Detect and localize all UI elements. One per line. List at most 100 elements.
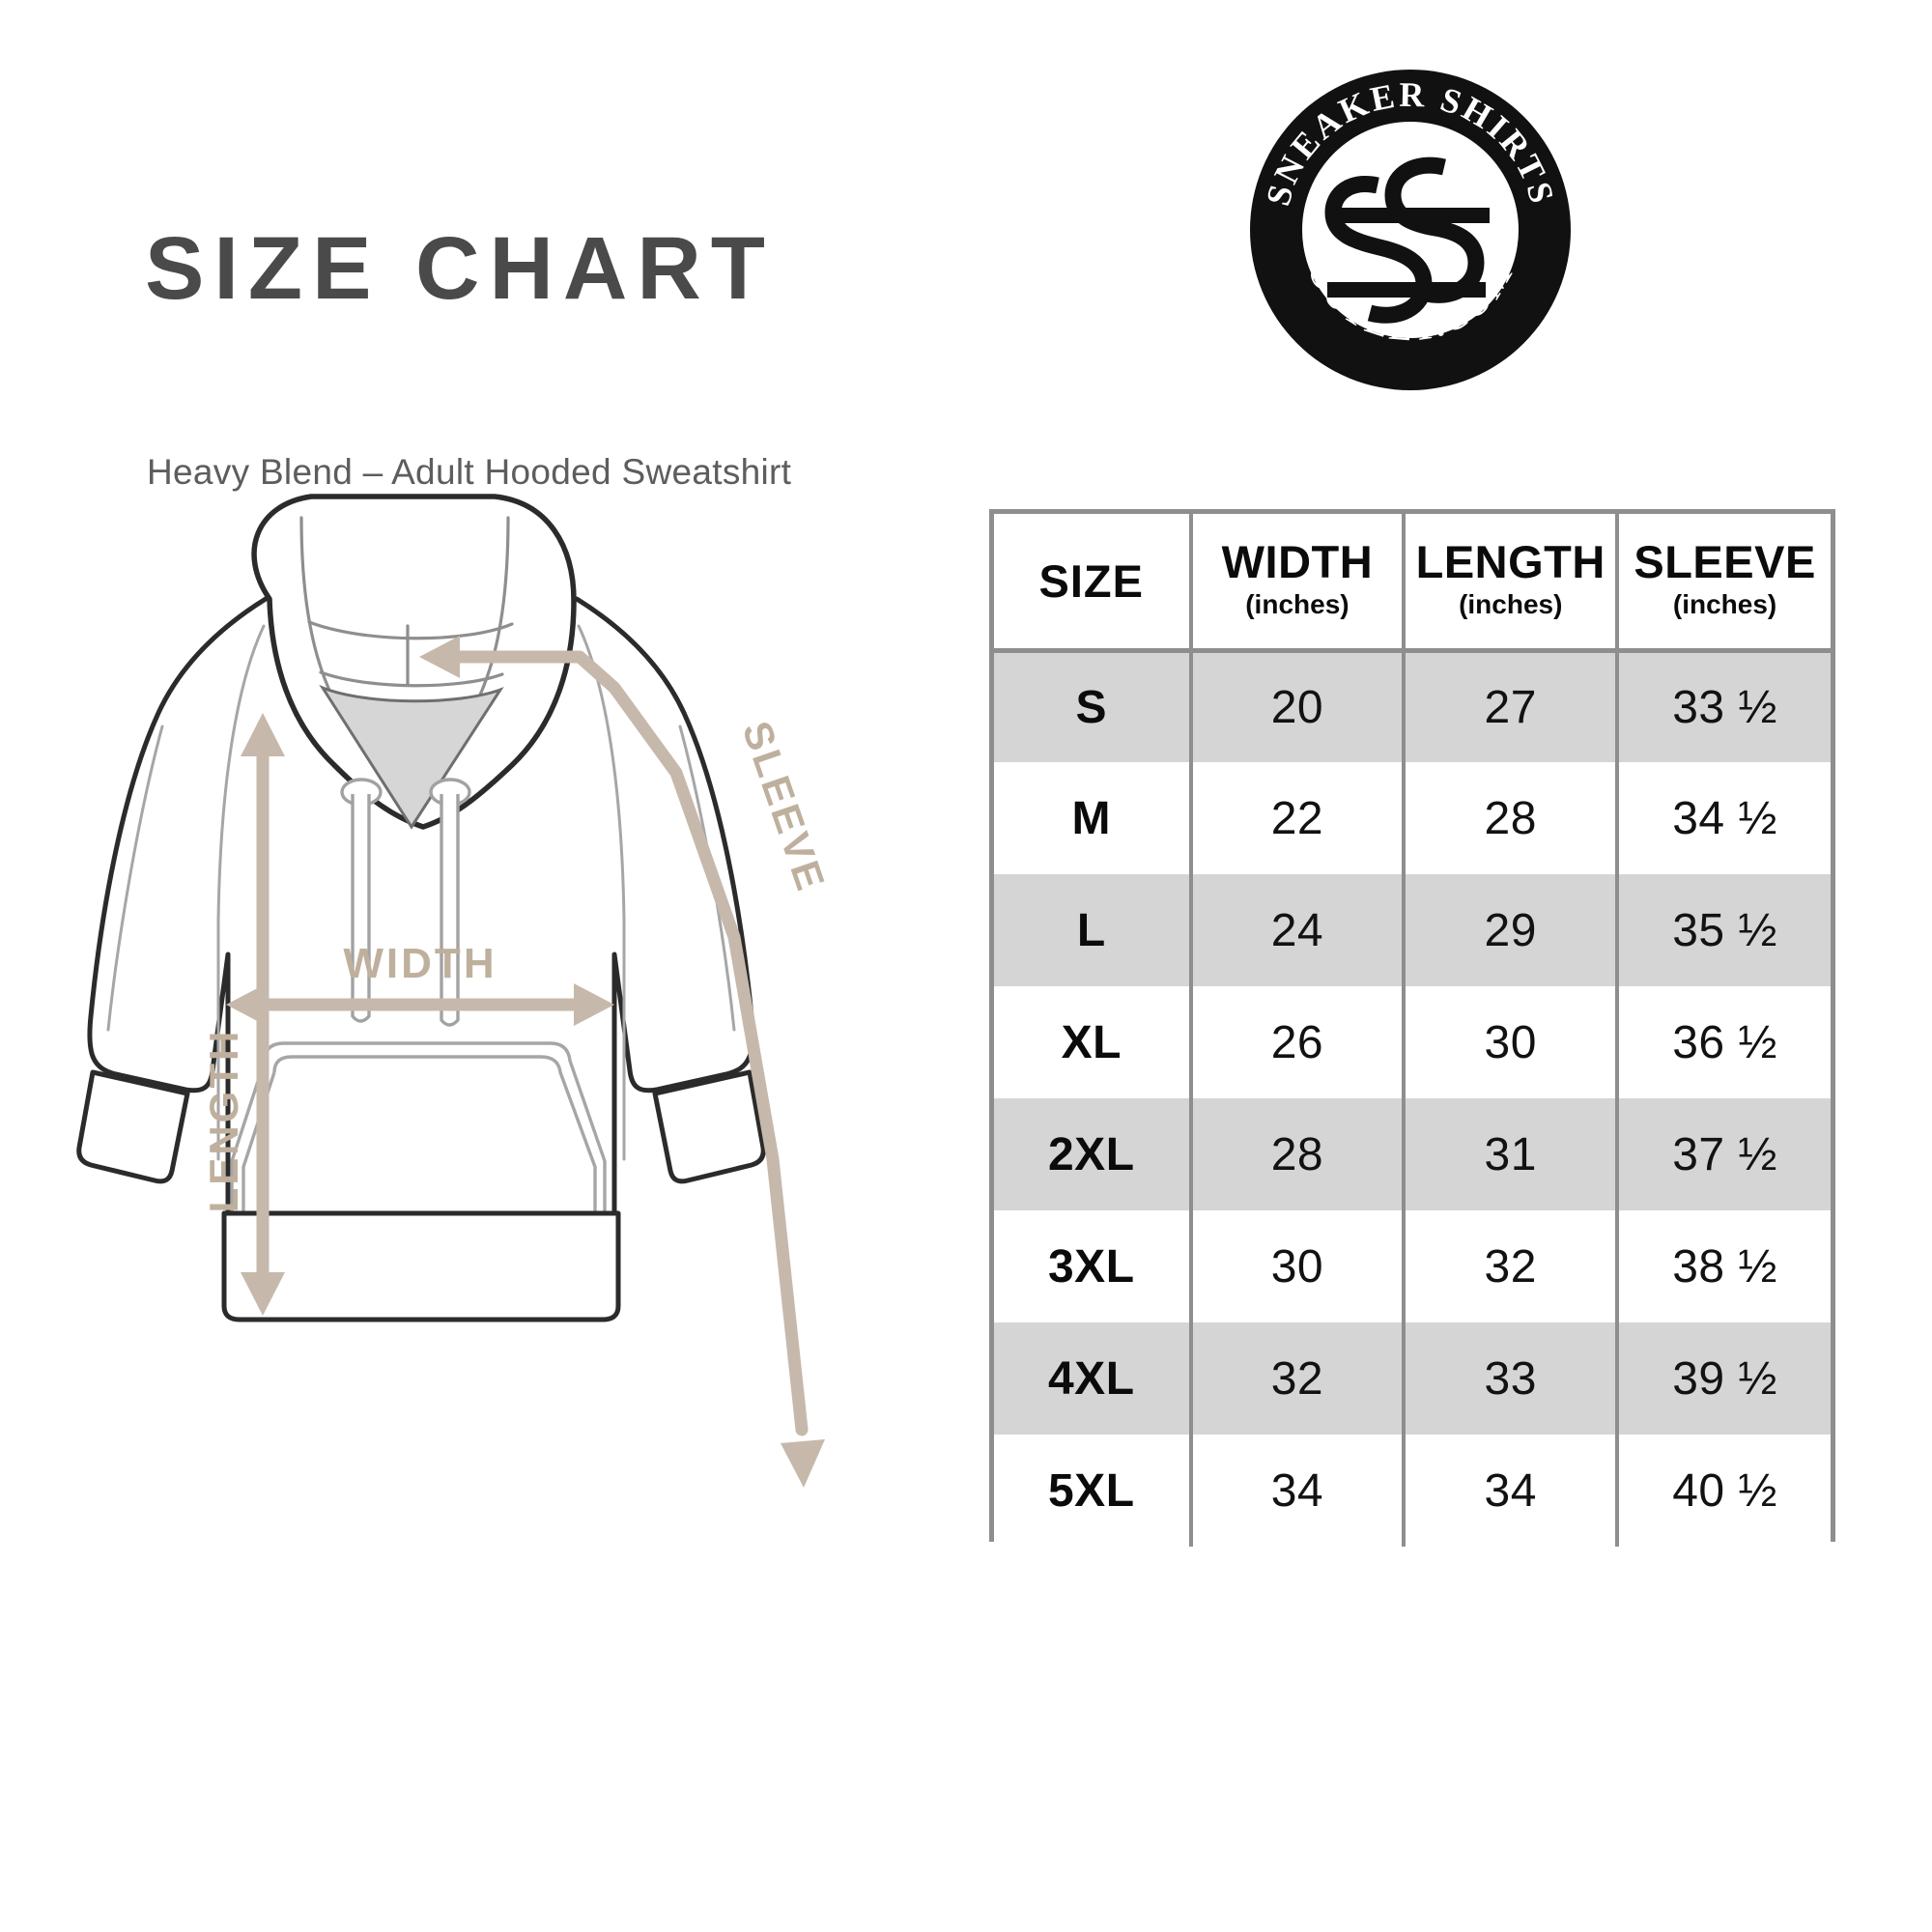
column-header-sleeve: SLEEVE (inches) [1615,514,1831,653]
cell-length: 31 [1402,1098,1620,1210]
cell-width: 26 [1188,986,1406,1098]
cell-length-value: 29 [1484,904,1537,956]
brand-logo-icon: SNEAKER SHIRTS OUTLET.COM [1250,70,1571,390]
cell-sleeve-value: 38 ½ [1672,1240,1777,1293]
hoodie-hood-outline [251,494,577,830]
table-body: S 20 27 33 ½ M 22 28 34 ½ L 24 29 35 ½ XL 26 30 36 ½ 2XL… [994,650,1831,1547]
cell-sleeve-value: 36 ½ [1672,1016,1777,1068]
column-header-sleeve-unit: (inches) [1672,589,1777,620]
cell-length: 30 [1402,986,1620,1098]
cell-size: S [994,650,1193,762]
length-measure-label: LENGTH [201,1029,246,1213]
cell-width: 30 [1188,1210,1406,1322]
cell-width: 28 [1188,1098,1406,1210]
cell-sleeve: 36 ½ [1615,986,1831,1098]
cell-size-value: S [1075,681,1107,733]
cell-size-value: XL [1061,1016,1122,1068]
cell-sleeve: 39 ½ [1615,1322,1831,1435]
column-header-sleeve-label: SLEEVE [1634,536,1816,588]
cell-sleeve-value: 40 ½ [1672,1464,1777,1517]
cell-size-value: M [1071,792,1111,844]
cell-sleeve: 34 ½ [1615,762,1831,874]
cell-width: 22 [1188,762,1406,874]
cell-length-value: 27 [1484,681,1537,733]
table-row: 5XL 34 34 40 ½ [994,1435,1831,1547]
cell-sleeve-value: 33 ½ [1672,681,1777,733]
column-header-width-label: WIDTH [1221,536,1374,588]
cell-sleeve: 33 ½ [1615,650,1831,762]
cell-length: 34 [1402,1435,1620,1547]
sleeve-measure-arrow [419,636,825,1488]
table-row: 2XL 28 31 37 ½ [994,1098,1831,1210]
column-header-width: WIDTH (inches) [1188,514,1406,653]
cell-sleeve-value: 39 ½ [1672,1352,1777,1405]
cell-width-value: 28 [1270,1128,1324,1180]
cell-length: 32 [1402,1210,1620,1322]
page-title: SIZE CHART [145,219,775,318]
cell-length: 28 [1402,762,1620,874]
column-header-size: SIZE [994,514,1193,653]
sleeve-measure-label: SLEEVE [734,716,835,898]
column-header-length-label: LENGTH [1415,536,1605,588]
table-row: 4XL 32 33 39 ½ [994,1322,1831,1435]
cell-sleeve: 35 ½ [1615,874,1831,986]
cell-width-value: 22 [1270,792,1324,844]
cell-size-value: 3XL [1047,1240,1135,1293]
cell-size: 2XL [994,1098,1193,1210]
cell-length-value: 32 [1484,1240,1537,1293]
cell-size-value: 4XL [1047,1352,1135,1405]
cell-width-value: 24 [1270,904,1324,956]
cell-width: 20 [1188,650,1406,762]
cell-sleeve-value: 34 ½ [1672,792,1777,844]
cell-sleeve: 37 ½ [1615,1098,1831,1210]
cell-width-value: 32 [1270,1352,1324,1405]
cell-size: M [994,762,1193,874]
cell-length: 27 [1402,650,1620,762]
cell-length-value: 33 [1484,1352,1537,1405]
size-chart-table: SIZE WIDTH (inches) LENGTH (inches) SLEE… [989,509,1835,1547]
cell-size-value: 5XL [1047,1464,1135,1517]
hoodie-illustration: WIDTH LENGTH SLEEVE [58,483,985,1604]
column-header-length: LENGTH (inches) [1402,514,1620,653]
cell-size-value: 2XL [1047,1128,1135,1180]
width-measure-label: WIDTH [343,940,497,987]
hoodie-neck-insert [319,684,504,830]
brand-logo: SNEAKER SHIRTS OUTLET.COM [1246,66,1575,394]
cell-size: 3XL [994,1210,1193,1322]
width-measure-arrow [226,983,614,1026]
cell-length-value: 30 [1484,1016,1537,1068]
cell-width-value: 20 [1270,681,1324,733]
cell-length: 29 [1402,874,1620,986]
table-header: SIZE WIDTH (inches) LENGTH (inches) SLEE… [994,514,1831,653]
cell-width: 32 [1188,1322,1406,1435]
cell-length-value: 31 [1484,1128,1537,1180]
cell-width-value: 34 [1270,1464,1324,1517]
table-row: M 22 28 34 ½ [994,762,1831,874]
table-header-row: SIZE WIDTH (inches) LENGTH (inches) SLEE… [994,514,1831,653]
cell-size-value: L [1076,904,1106,956]
column-header-width-unit: (inches) [1245,589,1350,620]
column-header-length-unit: (inches) [1459,589,1563,620]
page-subtitle: Heavy Blend – Adult Hooded Sweatshirt [147,452,792,492]
table-row: S 20 27 33 ½ [994,650,1831,762]
cell-width-value: 30 [1270,1240,1324,1293]
table-row: L 24 29 35 ½ [994,874,1831,986]
table-row: XL 26 30 36 ½ [994,986,1831,1098]
cell-sleeve: 40 ½ [1615,1435,1831,1547]
cell-length-value: 28 [1484,792,1537,844]
table-row: 3XL 30 32 38 ½ [994,1210,1831,1322]
cell-length-value: 34 [1484,1464,1537,1517]
hoodie-ribbing [76,1069,766,1322]
cell-sleeve-value: 35 ½ [1672,904,1777,956]
hoodie-drawstrings [340,778,471,1027]
cell-size: L [994,874,1193,986]
cell-length: 33 [1402,1322,1620,1435]
column-header-size-label: SIZE [1038,554,1144,607]
cell-width: 24 [1188,874,1406,986]
cell-sleeve: 38 ½ [1615,1210,1831,1322]
cell-size: 4XL [994,1322,1193,1435]
cell-size: XL [994,986,1193,1098]
cell-width-value: 26 [1270,1016,1324,1068]
cell-sleeve-value: 37 ½ [1672,1128,1777,1180]
